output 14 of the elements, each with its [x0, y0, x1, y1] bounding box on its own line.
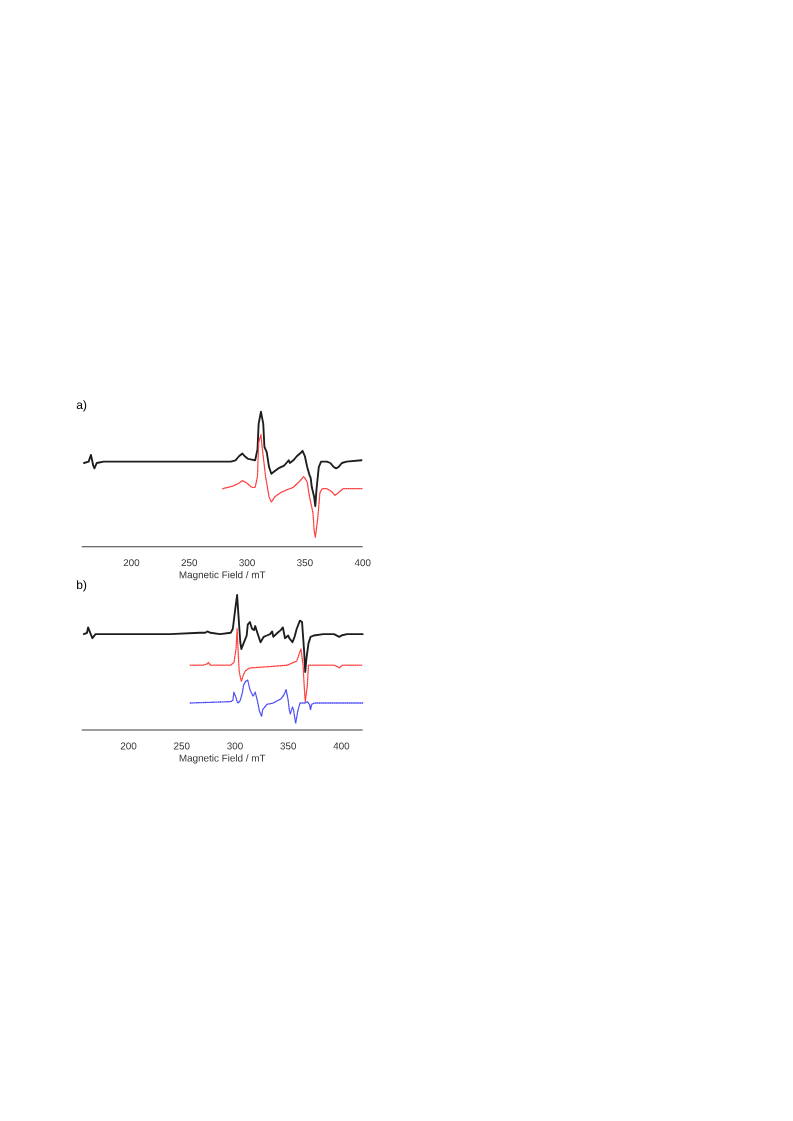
- x-tick-label: 350: [280, 742, 297, 750]
- x-axis-title: Magnetic Field / mT: [179, 571, 266, 581]
- chart-title: a): [76, 400, 87, 412]
- x-tick-label: 400: [354, 559, 371, 567]
- x-tick-label: 300: [239, 559, 255, 567]
- x-tick-label: 400: [333, 742, 350, 750]
- x-tick-label: 250: [181, 559, 198, 567]
- x-tick-label: 250: [174, 742, 190, 750]
- x-tick-label: 200: [120, 742, 137, 750]
- x-tick-label: 300: [227, 742, 243, 750]
- x-axis-title: Magnetic Field / mT: [179, 754, 266, 764]
- chart-title: b): [77, 580, 87, 592]
- x-tick-label: 200: [123, 559, 140, 567]
- x-tick-label: 350: [297, 559, 313, 567]
